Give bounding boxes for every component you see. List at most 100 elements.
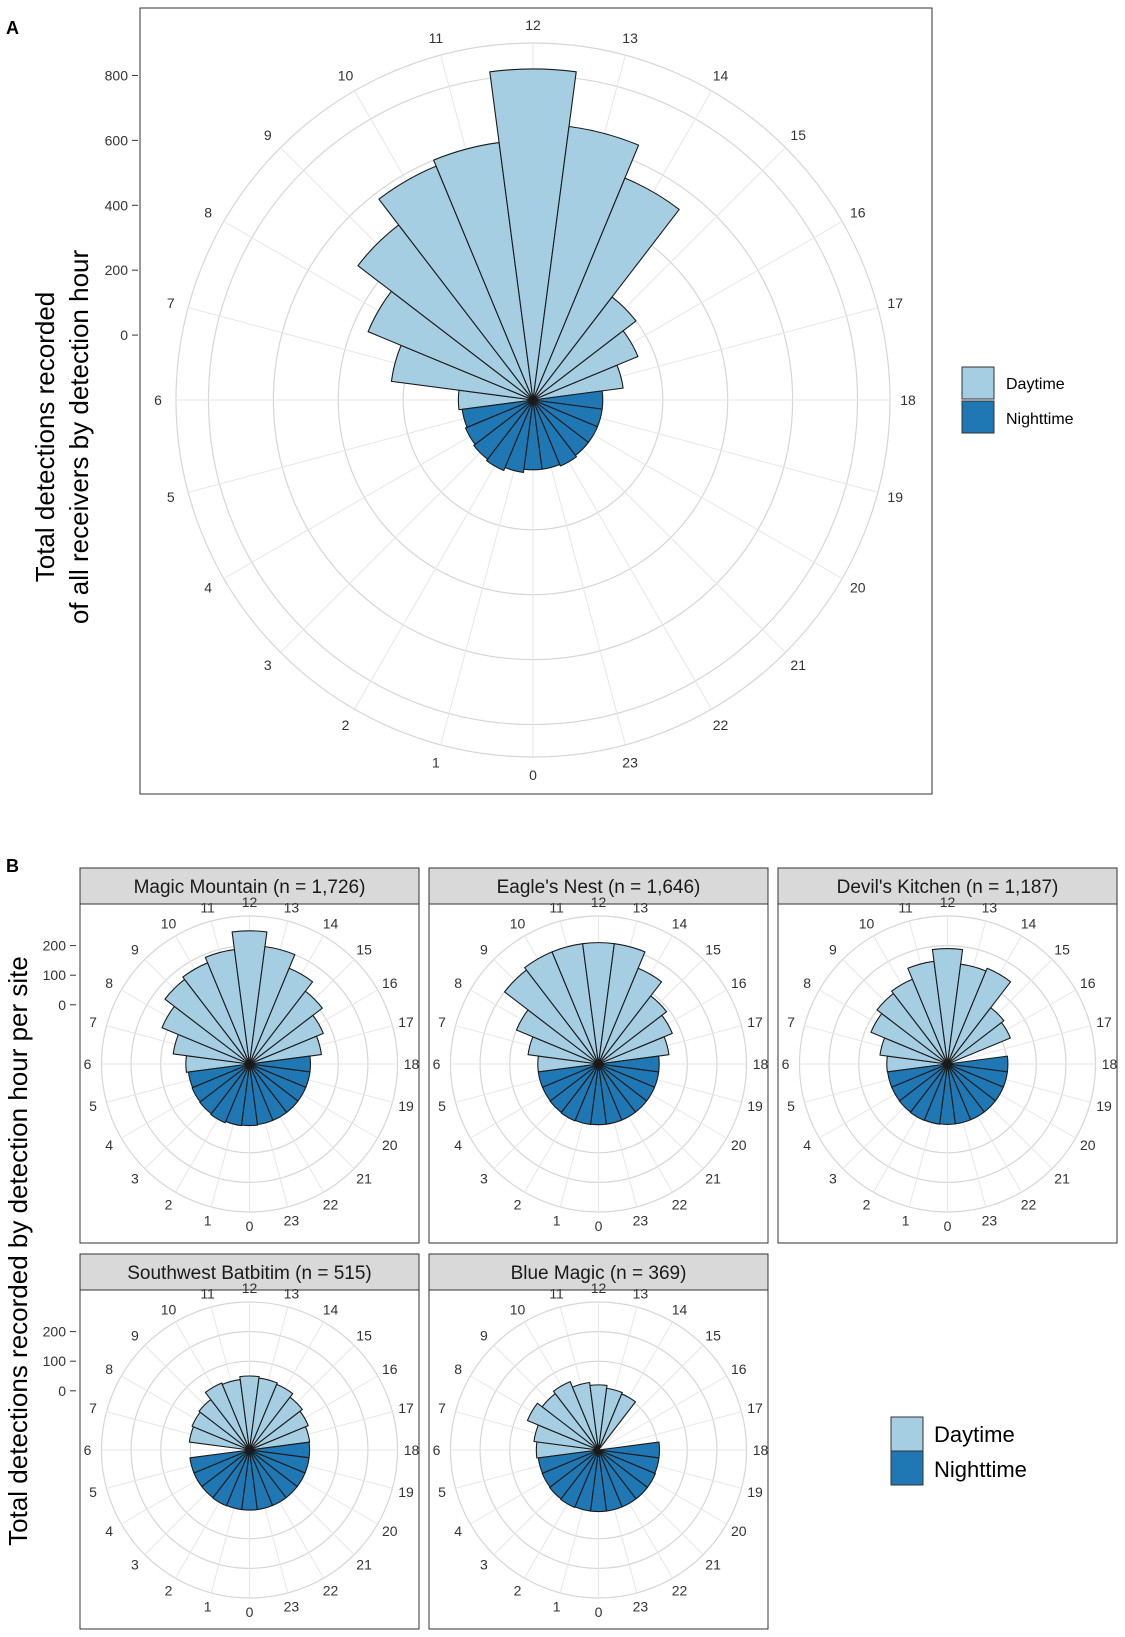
panel-a-bar-nighttime-hour-2 bbox=[486, 399, 534, 472]
facet-1-bar-nighttime-hour-4 bbox=[191, 1063, 251, 1103]
facet-1-bar-daytime-hour-15 bbox=[248, 990, 323, 1065]
facet-4-hour-label-5: 5 bbox=[89, 1484, 97, 1500]
panel-a-bar-nighttime-hour-23 bbox=[532, 399, 561, 470]
facet-4-bar-daytime-hour-16 bbox=[248, 1410, 309, 1451]
facet-1-title: Magic Mountain (n = 1,726) bbox=[134, 877, 366, 898]
facet-2-hour-label-23: 23 bbox=[633, 1213, 649, 1229]
facet-4-hour-label-20: 20 bbox=[382, 1523, 398, 1539]
facet-3-hour-label-14: 14 bbox=[1021, 916, 1037, 932]
panel-a-bar-nighttime-hour-22 bbox=[532, 399, 578, 467]
facet-2-bar-daytime-hour-15 bbox=[597, 995, 668, 1065]
facet-1-hour-label-7: 7 bbox=[89, 1014, 97, 1030]
panel-a-ytick-label-800: 800 bbox=[105, 68, 129, 84]
legend-b-daytime-swatch bbox=[890, 1416, 924, 1452]
facet-2-hour-label-2: 2 bbox=[514, 1196, 522, 1212]
panel-a-hour-label-23: 23 bbox=[622, 754, 638, 770]
facet-3-hour-label-2: 2 bbox=[863, 1196, 871, 1212]
facet-5-strip bbox=[428, 1253, 769, 1291]
facet-2-bar-daytime-hour-16 bbox=[597, 1014, 673, 1065]
facet-3-hour-label-17: 17 bbox=[1096, 1014, 1112, 1030]
facet-3-strip bbox=[777, 867, 1118, 905]
facet-5-bar-daytime-hour-8 bbox=[526, 1402, 600, 1451]
panel-a-hour-label-21: 21 bbox=[790, 657, 806, 673]
facet-4-hour-label-23: 23 bbox=[284, 1599, 300, 1615]
facet-3-hour-label-3: 3 bbox=[829, 1171, 837, 1187]
facet-4-bar-nighttime-hour-5 bbox=[189, 1449, 251, 1474]
facet-3-hour-label-7: 7 bbox=[787, 1014, 795, 1030]
panel-a-ylabel-line1: Total detections recorded bbox=[30, 292, 60, 583]
facet-3-hour-label-13: 13 bbox=[982, 900, 998, 916]
panel-a-hour-label-5: 5 bbox=[167, 489, 175, 505]
panel-a-hour-label-18: 18 bbox=[900, 392, 916, 408]
facet-4-hour-label-9: 9 bbox=[131, 1328, 139, 1344]
facet-3-hour-label-5: 5 bbox=[787, 1098, 795, 1114]
panel-a-hour-label-0: 0 bbox=[529, 767, 537, 783]
facet-2-hour-label-12: 12 bbox=[591, 894, 607, 910]
facet-4-ytick-label-200: 200 bbox=[43, 1324, 67, 1340]
panel-b-ylabel: Total detections recorded by detection h… bbox=[3, 956, 33, 1546]
facet-2-hour-label-18: 18 bbox=[753, 1056, 769, 1072]
legend-b-daytime-label: Daytime bbox=[934, 1422, 1015, 1447]
facet-3-hour-label-22: 22 bbox=[1021, 1196, 1037, 1212]
panel-a-hour-label-9: 9 bbox=[264, 127, 272, 143]
facet-3-hour-label-23: 23 bbox=[982, 1213, 998, 1229]
facet-1-hour-label-0: 0 bbox=[246, 1218, 254, 1234]
facet-4-bar-nighttime-hour-23 bbox=[248, 1449, 274, 1511]
facet-5-hour-label-23: 23 bbox=[633, 1599, 649, 1615]
panel-a-hour-label-6: 6 bbox=[154, 392, 162, 408]
panel-a-bar-daytime-hour-14 bbox=[532, 177, 680, 401]
facet-4-hour-label-13: 13 bbox=[284, 1286, 300, 1302]
facet-1-bar-nighttime-hour-23 bbox=[248, 1063, 274, 1125]
panel-a-hour-label-22: 22 bbox=[713, 717, 729, 733]
legend-b-nighttime-swatch bbox=[890, 1450, 924, 1486]
facet-1-ytick-label-200: 200 bbox=[43, 938, 67, 954]
facet-3-title: Devil's Kitchen (n = 1,187) bbox=[837, 877, 1059, 898]
facet-5-bar-nighttime-hour-23 bbox=[597, 1449, 623, 1512]
facet-4-hour-label-2: 2 bbox=[165, 1582, 173, 1598]
facet-1-hour-label-14: 14 bbox=[323, 916, 339, 932]
facet-2-hour-label-10: 10 bbox=[510, 916, 526, 932]
panel-a-bar-daytime-hour-15 bbox=[532, 296, 637, 401]
facet-1-hour-label-3: 3 bbox=[131, 1171, 139, 1187]
panel-a-hour-label-20: 20 bbox=[850, 580, 866, 596]
panel-a-bar-daytime-hour-13 bbox=[532, 125, 640, 401]
facet-1-ytick-label-0: 0 bbox=[58, 997, 66, 1013]
facet-1-hour-label-11: 11 bbox=[200, 900, 215, 916]
panel-a-hour-label-8: 8 bbox=[204, 205, 212, 221]
facet-3-hour-label-4: 4 bbox=[803, 1137, 811, 1153]
facet-4-hour-label-16: 16 bbox=[382, 1361, 398, 1377]
facet-3-hour-label-6: 6 bbox=[782, 1056, 790, 1072]
panel-a-polar-chart: 0123456789101112131415161718192021222302… bbox=[105, 17, 916, 783]
facet-1-hour-label-5: 5 bbox=[89, 1098, 97, 1114]
facet-4-hour-label-18: 18 bbox=[404, 1442, 420, 1458]
facet-1-hour-label-8: 8 bbox=[105, 975, 113, 991]
facet-5-hour-label-19: 19 bbox=[747, 1484, 763, 1500]
facet-4-bar-daytime-hour-15 bbox=[248, 1396, 303, 1451]
facet-4-hour-label-22: 22 bbox=[323, 1582, 339, 1598]
facet-1-hour-label-23: 23 bbox=[284, 1213, 300, 1229]
panel-a-ytick-label-400: 400 bbox=[105, 197, 129, 213]
facet-3-hour-label-20: 20 bbox=[1080, 1137, 1096, 1153]
facet-3-hour-label-10: 10 bbox=[859, 916, 875, 932]
facet-3-hour-label-19: 19 bbox=[1096, 1098, 1112, 1114]
facet-2-hour-label-13: 13 bbox=[633, 900, 649, 916]
facet-2-hour-label-16: 16 bbox=[731, 975, 747, 991]
facet-1-bar-daytime-hour-14 bbox=[248, 967, 314, 1065]
facet-3-bar-nighttime-hour-23 bbox=[946, 1063, 972, 1125]
panel-a-hour-label-19: 19 bbox=[887, 489, 903, 505]
facet-4-hour-label-8: 8 bbox=[105, 1361, 113, 1377]
facet-5-spoke-15 bbox=[598, 1344, 704, 1451]
facet-2-hour-label-0: 0 bbox=[595, 1218, 603, 1234]
panel-a-hour-label-13: 13 bbox=[622, 30, 638, 46]
panel-a-hour-label-12: 12 bbox=[525, 17, 541, 33]
facet-1-hour-label-18: 18 bbox=[404, 1056, 420, 1072]
facet-1-bar-daytime-hour-12 bbox=[231, 930, 268, 1065]
panel-a-hour-label-11: 11 bbox=[429, 30, 444, 46]
facet-4-bar-daytime-hour-12 bbox=[239, 1375, 260, 1451]
legend-b-nighttime-label: Nighttime bbox=[934, 1457, 1027, 1482]
facet-5-hour-label-1: 1 bbox=[553, 1599, 561, 1615]
facet-5-hour-label-0: 0 bbox=[595, 1604, 603, 1620]
